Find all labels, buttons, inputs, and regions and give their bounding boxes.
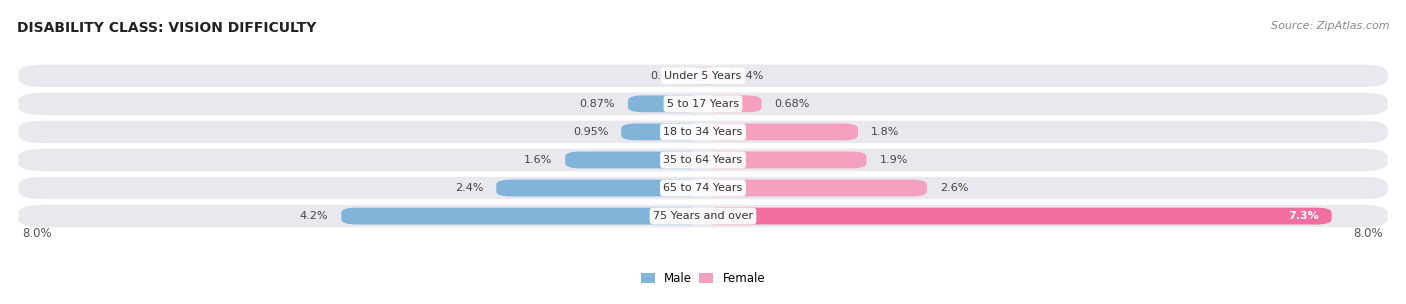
FancyBboxPatch shape bbox=[18, 64, 1388, 87]
Text: 65 to 74 Years: 65 to 74 Years bbox=[664, 183, 742, 193]
FancyBboxPatch shape bbox=[18, 177, 1388, 199]
FancyBboxPatch shape bbox=[18, 121, 1388, 143]
FancyBboxPatch shape bbox=[703, 180, 927, 196]
Text: 18 to 34 Years: 18 to 34 Years bbox=[664, 127, 742, 137]
Text: 1.8%: 1.8% bbox=[870, 127, 900, 137]
Text: 2.6%: 2.6% bbox=[939, 183, 969, 193]
FancyBboxPatch shape bbox=[18, 149, 1388, 171]
Text: 1.6%: 1.6% bbox=[524, 155, 553, 165]
Text: Under 5 Years: Under 5 Years bbox=[665, 71, 741, 81]
FancyBboxPatch shape bbox=[703, 151, 866, 168]
Text: 8.0%: 8.0% bbox=[22, 227, 52, 240]
Legend: Male, Female: Male, Female bbox=[636, 267, 770, 290]
FancyBboxPatch shape bbox=[628, 95, 703, 112]
Text: 75 Years and over: 75 Years and over bbox=[652, 211, 754, 221]
FancyBboxPatch shape bbox=[621, 123, 703, 140]
Text: 4.2%: 4.2% bbox=[299, 211, 329, 221]
FancyBboxPatch shape bbox=[496, 180, 703, 196]
Text: 7.3%: 7.3% bbox=[1288, 211, 1319, 221]
Text: 0.95%: 0.95% bbox=[572, 127, 609, 137]
Text: 0.05%: 0.05% bbox=[651, 71, 686, 81]
Text: 2.4%: 2.4% bbox=[456, 183, 484, 193]
FancyBboxPatch shape bbox=[565, 151, 703, 168]
Text: 0.68%: 0.68% bbox=[775, 99, 810, 109]
FancyBboxPatch shape bbox=[703, 95, 762, 112]
FancyBboxPatch shape bbox=[18, 93, 1388, 115]
Text: 8.0%: 8.0% bbox=[1354, 227, 1384, 240]
FancyBboxPatch shape bbox=[703, 123, 858, 140]
Text: 0.14%: 0.14% bbox=[728, 71, 763, 81]
FancyBboxPatch shape bbox=[703, 208, 1331, 224]
Text: Source: ZipAtlas.com: Source: ZipAtlas.com bbox=[1271, 21, 1389, 31]
Text: DISABILITY CLASS: VISION DIFFICULTY: DISABILITY CLASS: VISION DIFFICULTY bbox=[17, 21, 316, 35]
Text: 1.9%: 1.9% bbox=[880, 155, 908, 165]
FancyBboxPatch shape bbox=[18, 205, 1388, 227]
Text: 0.87%: 0.87% bbox=[579, 99, 616, 109]
FancyBboxPatch shape bbox=[688, 67, 714, 84]
FancyBboxPatch shape bbox=[700, 67, 718, 84]
Text: 35 to 64 Years: 35 to 64 Years bbox=[664, 155, 742, 165]
Text: 5 to 17 Years: 5 to 17 Years bbox=[666, 99, 740, 109]
FancyBboxPatch shape bbox=[342, 208, 703, 224]
